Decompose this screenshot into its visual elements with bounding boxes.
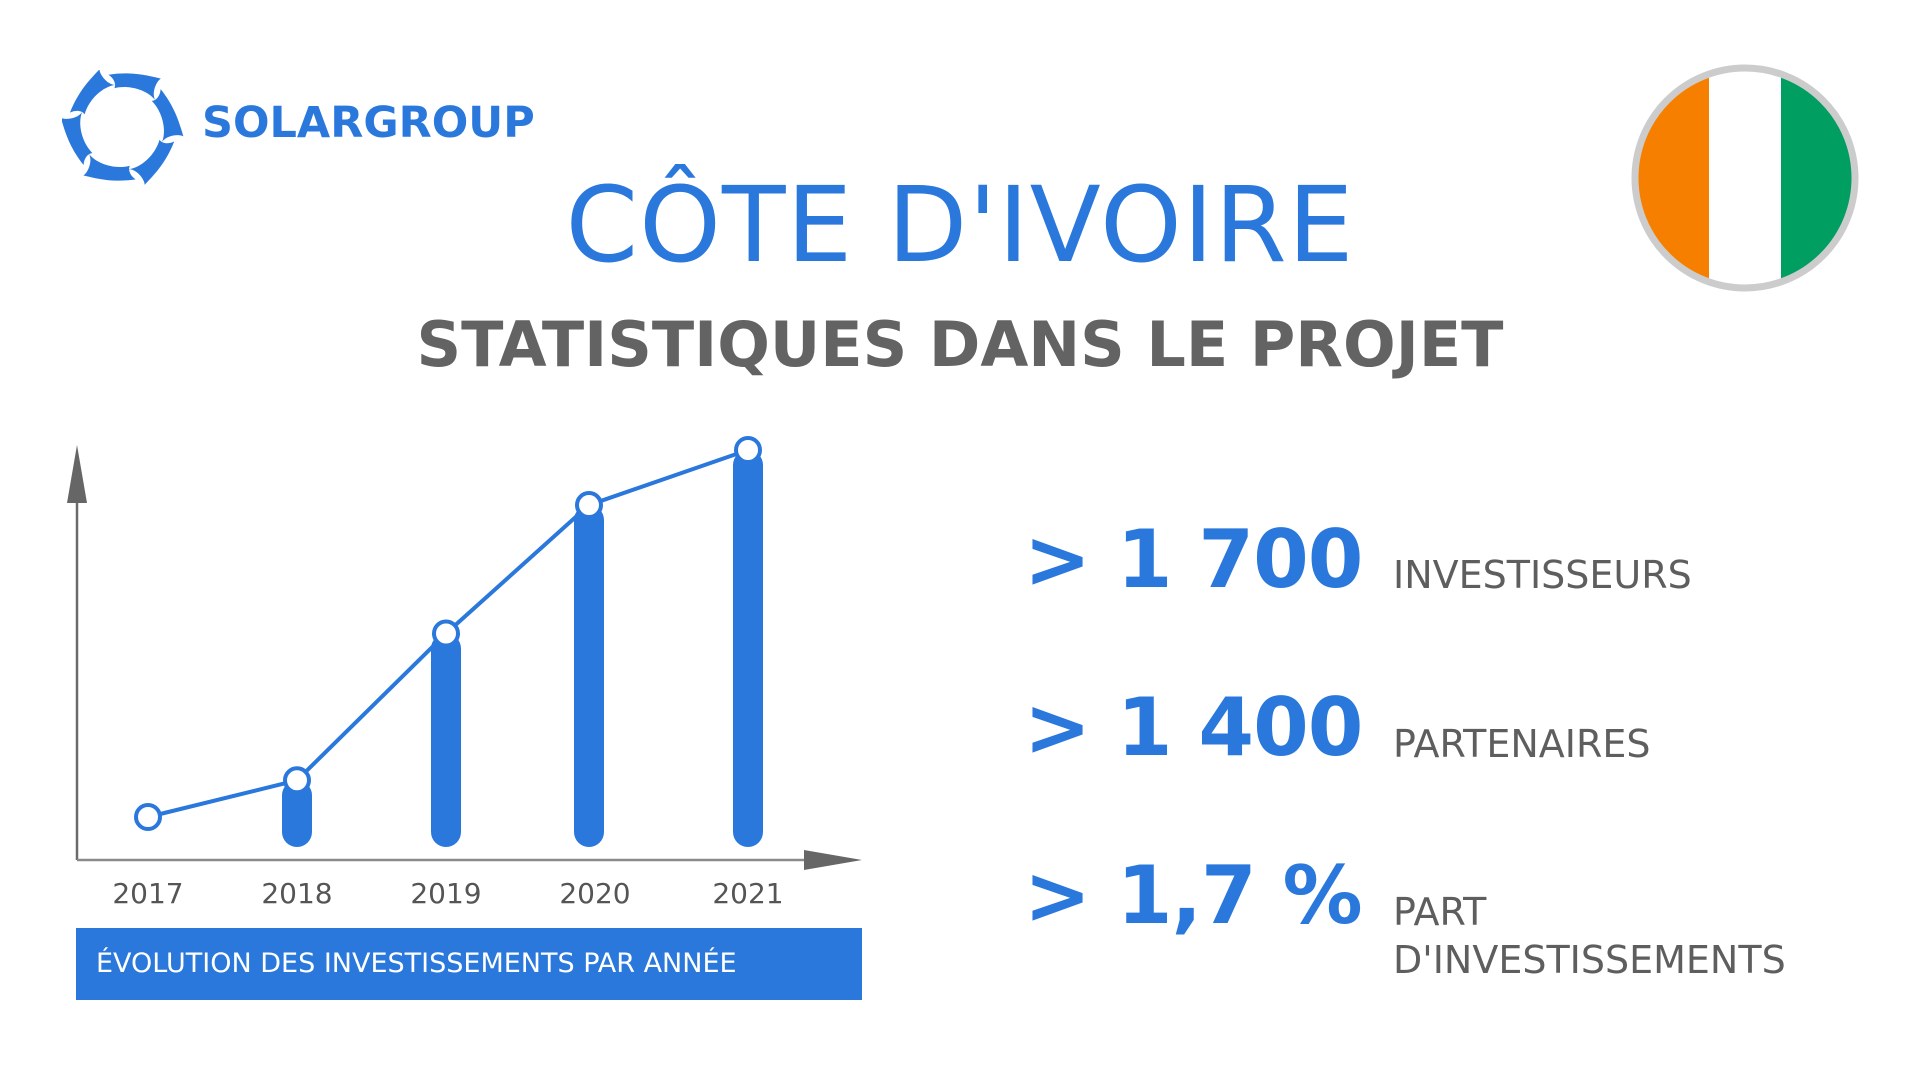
cote-divoire-flag-icon bbox=[1631, 64, 1859, 292]
x-label-2019: 2019 bbox=[410, 877, 482, 910]
x-axis-arrow-icon bbox=[804, 850, 862, 870]
chart-caption: ÉVOLUTION DES INVESTISSEMENTS PAR ANNÉE bbox=[76, 928, 862, 1000]
bar-2018 bbox=[282, 780, 312, 847]
point-2019 bbox=[432, 619, 460, 648]
solargroup-logo: SOLARGROUP bbox=[62, 70, 535, 186]
stat-value: > 1 400 bbox=[1024, 681, 1363, 774]
stat-value: > 1,7 % bbox=[1024, 849, 1363, 942]
chart-axes bbox=[67, 445, 862, 870]
page-subtitle: STATISTIQUES DANS LE PROJET bbox=[416, 308, 1504, 381]
chart-points bbox=[134, 436, 762, 831]
point-2017 bbox=[134, 803, 162, 831]
point-2021 bbox=[734, 436, 762, 464]
bar-2019 bbox=[431, 633, 461, 847]
x-label-2017: 2017 bbox=[112, 877, 184, 910]
point-2018 bbox=[283, 766, 311, 795]
stat-label-line1: PART bbox=[1393, 890, 1487, 934]
point-2020 bbox=[575, 491, 603, 520]
page-title: CÔTE D'IVOIRE bbox=[565, 164, 1355, 286]
chart-bars bbox=[282, 450, 763, 847]
stat-value: > 1 700 bbox=[1024, 513, 1363, 606]
x-label-2021: 2021 bbox=[712, 877, 784, 910]
pinwheel-logo-icon bbox=[62, 70, 188, 186]
stat-label-line2: D'INVESTISSEMENTS bbox=[1393, 938, 1786, 982]
investment-chart bbox=[67, 436, 862, 870]
stat-label: INVESTISSEURS bbox=[1393, 553, 1692, 597]
y-axis-arrow-icon bbox=[67, 445, 87, 503]
bar-2020 bbox=[574, 505, 604, 847]
x-label-2020: 2020 bbox=[559, 877, 631, 910]
stat-label: PARTENAIRES bbox=[1393, 722, 1651, 766]
brand-name: SOLARGROUP bbox=[202, 98, 535, 148]
bar-2021 bbox=[733, 450, 763, 847]
x-label-2018: 2018 bbox=[261, 877, 333, 910]
